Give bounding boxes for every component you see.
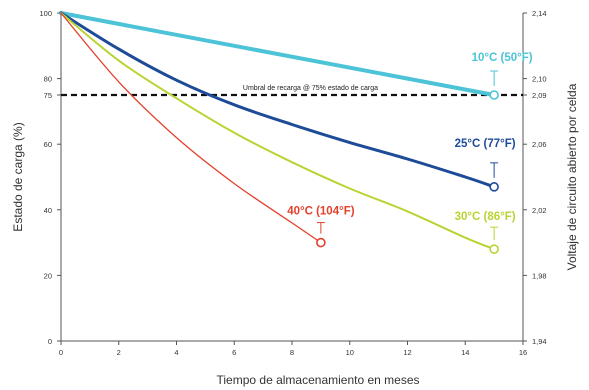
y-tick-label: 20 [44, 271, 52, 280]
y2-tick-label: 2,09 [532, 91, 547, 100]
x-tick-label: 6 [232, 348, 236, 357]
series-line [60, 12, 322, 244]
series-label: 10°C (50°F) [472, 52, 533, 64]
y2-tick-label: 1,94 [532, 337, 547, 346]
threshold-label: Umbral de recarga @ 75% estado de carga [243, 85, 378, 92]
x-tick-label: 12 [403, 348, 411, 357]
x-tick-label: 8 [290, 348, 294, 357]
series-line [59, 11, 496, 189]
series-line [59, 11, 497, 97]
series-label: 25°C (77°F) [455, 138, 516, 150]
series-group [59, 11, 499, 254]
y2-tick-label: 1,98 [532, 271, 547, 280]
y-axis-title: Estado de carga (%) [11, 122, 25, 231]
x-tick-label: 16 [519, 348, 527, 357]
threshold-group: Umbral de recarga @ 75% estado de carga [61, 85, 523, 97]
y-tick-label: 100 [39, 9, 52, 18]
series-end-marker [489, 182, 499, 192]
series-label: 30°C (86°F) [455, 211, 516, 223]
x-tick-label: 4 [174, 348, 178, 357]
axes: 0 2 4 6 8 10 12 14 16 0 20 40 60 75 80 100 1,94 1,98 2,02 2… [39, 9, 546, 357]
y-tick-label: 60 [44, 140, 52, 149]
series-end-marker [489, 90, 499, 100]
y2-tick-label: 2,02 [532, 206, 547, 215]
y2-tick-label: 2,10 [532, 75, 547, 84]
x-tick-label: 14 [461, 348, 469, 357]
x-axis-title: Tiempo de almacenamiento en meses [217, 373, 420, 387]
x-tick-label: 2 [117, 348, 121, 357]
y2-axis-title: Voltaje de circuito abierto por celda [565, 83, 579, 270]
series-end-marker [316, 237, 326, 248]
y-tick-label: 75 [44, 91, 52, 100]
x-tick-label: 10 [346, 348, 354, 357]
y-tick-label: 40 [44, 206, 52, 215]
series-label: 40°C (104°F) [287, 206, 355, 218]
series-line [60, 12, 496, 251]
series-labels: 10°C (50°F) 25°C (77°F) 30°C (86°F) 40°C (1… [287, 52, 533, 241]
x-tick-label: 0 [59, 348, 63, 357]
y-tick-label: 0 [48, 337, 52, 346]
y2-tick-label: 2,14 [532, 9, 547, 18]
series-end-marker [489, 244, 499, 254]
y-tick-label: 80 [44, 75, 52, 84]
y2-tick-label: 2,06 [532, 140, 547, 149]
